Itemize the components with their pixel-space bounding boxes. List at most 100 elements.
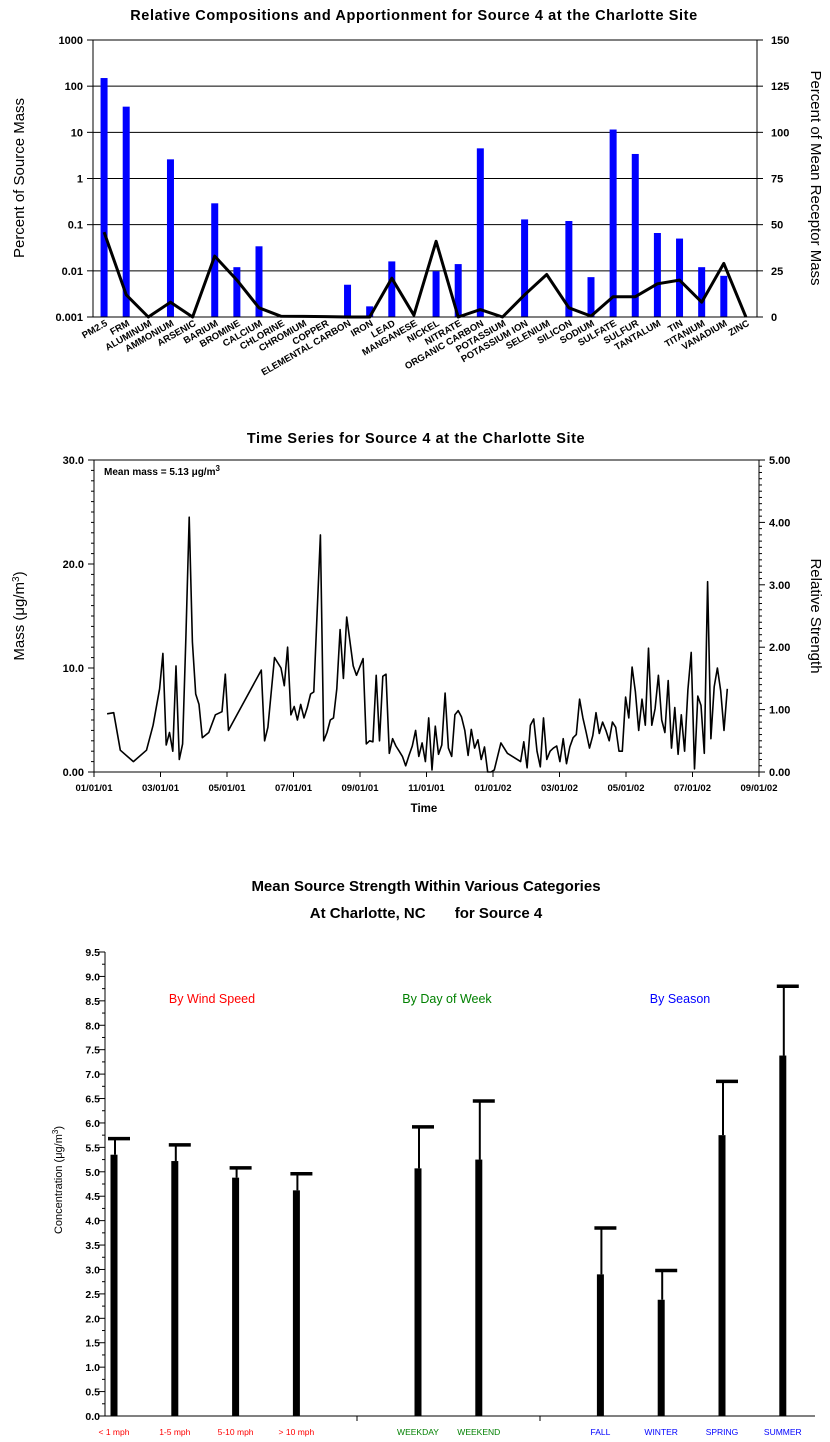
group-header: By Season xyxy=(650,992,711,1006)
category-bar xyxy=(232,1177,240,1416)
y-tick-label: 0.1 xyxy=(68,220,83,232)
x-tick-label: 07/01/02 xyxy=(674,783,711,794)
x-tick-label: 09/01/01 xyxy=(342,783,380,794)
y-tick-label: 5.5 xyxy=(85,1142,100,1154)
y2-tick-label: 4.00 xyxy=(769,517,790,529)
category-label: SUMMER xyxy=(764,1427,802,1437)
y-tick-label: 6.0 xyxy=(85,1118,100,1130)
category-label: WEEKEND xyxy=(457,1427,500,1437)
category-bar xyxy=(657,1299,665,1416)
category-bar xyxy=(414,1168,422,1416)
category-label: FALL xyxy=(590,1427,610,1437)
category-label: 5-10 mph xyxy=(218,1427,254,1437)
y-tick-label: 3.5 xyxy=(85,1240,100,1252)
time-series-chart: Time Series for Source 4 at the Charlott… xyxy=(11,431,824,815)
composition-bar xyxy=(653,232,661,317)
time-series-title: Time Series for Source 4 at the Charlott… xyxy=(247,431,585,447)
category-labels: < 1 mph 1-5 mph 5-10 mph > 10 mph WEEKDAY WEE… xyxy=(99,1427,802,1437)
composition-category-labels: PM2.5FRMALUMINUMAMMONIUMARSENICBARIUMBRO… xyxy=(80,318,751,379)
y2-tick-label: 0 xyxy=(771,312,777,324)
composition-bar xyxy=(609,129,617,317)
y-tick-label: 10.0 xyxy=(63,663,84,675)
y-tick-label: 0.0 xyxy=(85,1411,100,1423)
composition-y-ticks: 0.001 0.01 0.1 1 10 100 1000 xyxy=(55,35,93,324)
composition-bar xyxy=(432,271,440,317)
y-tick-label: 30.0 xyxy=(63,455,84,467)
y-tick-label: 3.0 xyxy=(85,1264,100,1276)
time-series-y2-ticks: 0.00 1.00 2.00 3.00 4.00 5.00 xyxy=(759,455,790,779)
y-tick-label: 0.5 xyxy=(85,1387,100,1399)
composition-bar xyxy=(255,246,263,317)
composition-receptor-line xyxy=(102,231,748,319)
composition-bar xyxy=(344,284,352,317)
x-tick-label: 07/01/01 xyxy=(275,783,313,794)
y-tick-label: 4.5 xyxy=(85,1191,100,1203)
y-tick-label: 2.0 xyxy=(85,1313,100,1325)
y-tick-label: 20.0 xyxy=(63,559,84,571)
time-series-y2-axis-label: Relative Strength xyxy=(807,558,824,673)
category-label: WEEKDAY xyxy=(397,1427,439,1437)
y-tick-label: 1.5 xyxy=(85,1338,100,1350)
x-tick-label: 01/01/01 xyxy=(76,783,114,794)
y-tick-label: 4.0 xyxy=(85,1216,100,1228)
time-series-x-ticks: 01/01/01 03/01/01 05/01/01 07/01/01 09/01/01… xyxy=(76,772,778,794)
x-tick-label: 05/01/02 xyxy=(608,783,645,794)
y-tick-label: 7.5 xyxy=(85,1045,100,1057)
time-series-y-axis-label: Mass (μg/m3) xyxy=(11,571,28,660)
group-header: By Day of Week xyxy=(402,992,492,1006)
composition-bar xyxy=(366,306,374,317)
y2-tick-label: 75 xyxy=(771,174,783,186)
y2-tick-label: 1.00 xyxy=(769,705,790,717)
group-header: By Wind Speed xyxy=(169,992,255,1006)
composition-bar xyxy=(587,277,595,317)
category-bar xyxy=(171,1161,179,1416)
y-tick-label: 0.01 xyxy=(62,266,83,278)
y-tick-label: 9.0 xyxy=(85,971,100,983)
y2-tick-label: 5.00 xyxy=(769,455,790,467)
y-tick-label: 1.0 xyxy=(85,1362,100,1374)
composition-chart: Relative Compositions and Apportionment … xyxy=(11,8,824,378)
category-bars xyxy=(108,984,799,1416)
category-bar xyxy=(110,1154,118,1416)
y2-tick-label: 50 xyxy=(771,220,783,232)
composition-bar xyxy=(676,238,684,317)
time-series-line xyxy=(106,516,729,773)
category-bar xyxy=(596,1274,604,1416)
y-tick-label: 1000 xyxy=(59,35,83,47)
y-tick-label: 5.0 xyxy=(85,1167,100,1179)
category-label: PM2.5 xyxy=(80,318,110,342)
y-tick-label: 0.00 xyxy=(63,767,84,779)
time-series-plot-frame xyxy=(93,459,760,773)
x-tick-label: 01/01/02 xyxy=(475,783,512,794)
y-tick-label: 8.5 xyxy=(85,996,100,1008)
category-label: 1-5 mph xyxy=(159,1427,190,1437)
y-tick-label: 0.001 xyxy=(55,312,83,324)
time-series-y-ticks: 0.00 10.0 20.0 30.0 xyxy=(63,455,94,779)
y-tick-label: 9.5 xyxy=(85,947,100,959)
y2-tick-label: 2.00 xyxy=(769,642,790,654)
y-tick-label: 2.5 xyxy=(85,1289,100,1301)
composition-y2-ticks: 0 25 50 75 100 125 150 xyxy=(757,35,789,324)
composition-bars xyxy=(100,78,728,318)
category-label: < 1 mph xyxy=(99,1427,130,1437)
composition-bar xyxy=(521,219,529,317)
mean-mass-annotation: Mean mass = 5.13 μg/m3 xyxy=(104,464,220,478)
y2-tick-label: 100 xyxy=(771,127,789,139)
category-title-line-1: Mean Source Strength Within Various Cate… xyxy=(251,878,600,895)
composition-bar xyxy=(720,275,728,317)
composition-gridlines xyxy=(93,85,757,272)
composition-bar xyxy=(122,106,130,318)
composition-title: Relative Compositions and Apportionment … xyxy=(130,8,698,24)
y-tick-label: 10 xyxy=(71,127,83,139)
composition-bar xyxy=(166,159,174,317)
composition-bar xyxy=(233,267,241,317)
composition-bar xyxy=(631,153,639,317)
x-tick-label: 09/01/02 xyxy=(741,783,778,794)
category-strength-chart: Mean Source Strength Within Various Cate… xyxy=(51,878,815,1437)
composition-bar xyxy=(565,221,573,317)
y2-tick-label: 125 xyxy=(771,81,789,93)
category-bar xyxy=(292,1190,300,1416)
y2-tick-label: 150 xyxy=(771,35,789,47)
y2-tick-label: 3.00 xyxy=(769,580,790,592)
